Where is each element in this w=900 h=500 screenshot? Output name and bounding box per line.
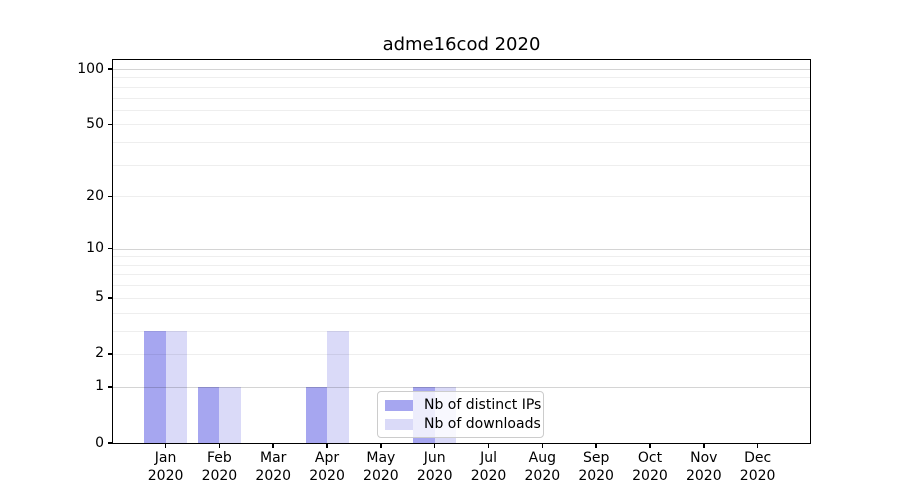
y-tick-mark — [108, 297, 113, 299]
gridline-minor — [113, 109, 810, 111]
gridline-minor — [113, 142, 810, 144]
gridline-minor — [113, 274, 810, 276]
x-tick-mark — [164, 443, 167, 448]
gridline-minor — [113, 312, 810, 314]
bar-distinct-ips — [144, 330, 166, 443]
x-tick-label: Oct 2020 — [632, 450, 668, 484]
gridline-minor — [113, 164, 810, 166]
legend-label-distinct-ips: Nb of distinct IPs — [424, 397, 542, 413]
gridline-minor — [113, 77, 810, 79]
x-tick-label: May 2020 — [363, 450, 399, 484]
x-tick-mark — [487, 443, 490, 448]
x-tick-label: Jun 2020 — [416, 450, 453, 484]
x-tick-label: Nov 2020 — [685, 450, 722, 484]
legend-item-distinct-ips: Nb of distinct IPs — [385, 397, 541, 414]
bar-distinct-ips — [197, 386, 220, 443]
x-tick-label: Jan 2020 — [147, 450, 184, 484]
bar-downloads — [165, 330, 188, 443]
x-tick-mark — [380, 443, 382, 448]
x-tick-mark — [756, 443, 759, 448]
gridline-minor — [113, 285, 810, 287]
x-tick-label: Aug 2020 — [524, 450, 561, 484]
x-tick-label: Jul 2020 — [470, 450, 507, 484]
chart-title: adme16cod 2020 — [382, 34, 541, 55]
y-tick-label: 0 — [95, 434, 104, 451]
y-tick-label: 2 — [95, 345, 104, 362]
y-tick-mark — [108, 442, 113, 444]
x-tick-mark — [272, 443, 274, 448]
gridline-major — [113, 386, 810, 388]
legend-label-downloads: Nb of downloads — [424, 416, 541, 432]
x-tick-mark — [703, 443, 705, 448]
y-tick-mark — [108, 195, 113, 198]
y-tick-mark — [108, 386, 113, 388]
gridline-minor — [113, 124, 810, 126]
y-tick-mark — [108, 247, 113, 250]
x-tick-label: Feb 2020 — [201, 450, 238, 484]
x-tick-label: Sep 2020 — [578, 450, 614, 484]
x-tick-label: Apr 2020 — [309, 450, 345, 484]
legend-item-downloads: Nb of downloads — [385, 416, 541, 433]
gridline-minor — [113, 97, 810, 99]
y-tick-label: 20 — [86, 187, 104, 204]
gridline-minor — [113, 256, 810, 258]
gridline-minor — [113, 264, 810, 266]
gridline-minor — [113, 330, 810, 332]
x-tick-mark — [595, 443, 597, 448]
y-tick-label: 50 — [86, 115, 104, 132]
y-tick-label: 10 — [86, 240, 104, 257]
gridline-minor — [113, 297, 810, 299]
x-tick-mark — [649, 443, 651, 448]
y-tick-label: 100 — [77, 60, 104, 77]
x-tick-mark — [541, 443, 544, 448]
x-tick-mark — [218, 443, 221, 448]
x-tick-label: Mar 2020 — [255, 450, 292, 484]
legend-swatch-downloads-icon — [385, 419, 413, 430]
bar-downloads — [219, 386, 241, 443]
gridline-major — [113, 69, 810, 70]
gridline-minor — [113, 196, 810, 198]
legend-swatch-distinct-ips-icon — [385, 400, 413, 411]
x-tick-mark — [433, 443, 436, 448]
x-tick-mark — [326, 443, 328, 448]
y-tick-label: 1 — [95, 378, 104, 395]
bar-downloads — [327, 330, 349, 443]
bar-distinct-ips — [305, 386, 328, 443]
y-tick-mark — [108, 123, 113, 126]
plot-area — [112, 59, 811, 444]
legend: Nb of distinct IPs Nb of downloads — [377, 391, 544, 438]
gridline-major — [113, 248, 810, 250]
y-tick-label: 5 — [95, 289, 104, 306]
x-tick-label: Dec 2020 — [739, 450, 776, 484]
y-tick-mark — [108, 353, 113, 355]
y-tick-mark — [108, 68, 113, 70]
gridline-minor — [113, 353, 810, 355]
gridline-minor — [113, 86, 810, 88]
